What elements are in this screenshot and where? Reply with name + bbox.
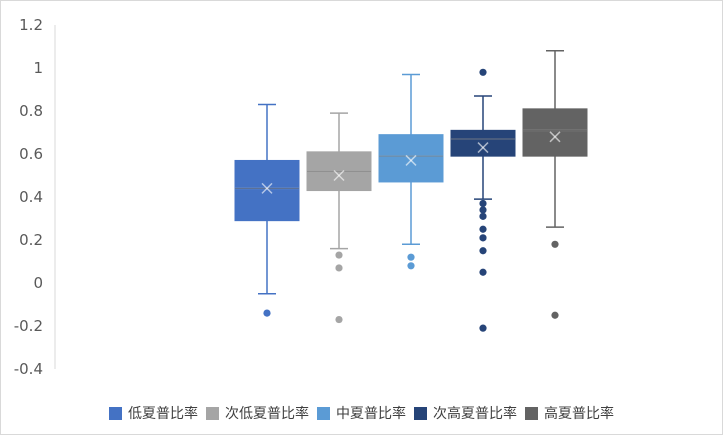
mean-marker	[477, 142, 489, 154]
y-tick-label: 0.6	[19, 145, 43, 163]
outlier-point	[479, 324, 487, 332]
outlier-point	[479, 206, 487, 214]
legend-label: 低夏普比率	[128, 406, 198, 422]
legend-swatch	[414, 406, 427, 420]
y-tick-label: -0.2	[14, 317, 43, 335]
legend: 低夏普比率 次低夏普比率 中夏普比率 次高夏普比率 高夏普比率	[1, 401, 722, 425]
box-3	[450, 129, 516, 157]
y-tick-label: 1.2	[19, 16, 43, 34]
mean-marker	[549, 131, 561, 143]
outlier-point	[479, 268, 487, 276]
legend-swatch	[109, 406, 122, 420]
legend-label: 次低夏普比率	[225, 406, 309, 422]
outlier-point	[479, 212, 487, 220]
box-2	[378, 134, 444, 183]
y-tick-label: -0.4	[14, 360, 43, 378]
box-0	[234, 159, 300, 222]
outlier-point	[263, 309, 271, 317]
legend-item: 中夏普比率	[317, 403, 406, 423]
legend-swatch	[206, 406, 219, 420]
legend-label: 次高夏普比率	[433, 406, 517, 422]
legend-item: 次高夏普比率	[414, 403, 517, 423]
mean-marker	[333, 169, 345, 182]
legend-item: 次低夏普比率	[206, 403, 309, 423]
legend-label: 高夏普比率	[544, 406, 614, 422]
outlier-point	[551, 311, 559, 319]
outlier-point	[479, 225, 487, 233]
outlier-point	[479, 234, 487, 242]
legend-item: 高夏普比率	[525, 403, 614, 423]
outlier-point	[479, 199, 487, 208]
outlier-point	[551, 240, 559, 248]
legend-label: 中夏普比率	[336, 406, 406, 422]
y-tick-label: 0.8	[19, 102, 43, 120]
outlier-point	[335, 264, 343, 272]
box-1	[306, 151, 372, 192]
outlier-point	[407, 253, 415, 261]
y-tick-label: 0	[33, 274, 43, 292]
box-4	[522, 108, 588, 157]
y-tick-label: 0.4	[19, 188, 43, 206]
outlier-point	[479, 68, 487, 76]
legend-swatch	[525, 406, 538, 420]
mean-marker	[261, 182, 273, 194]
outlier-point	[335, 251, 343, 259]
outlier-point	[335, 315, 343, 324]
y-tick-label: 0.2	[19, 231, 43, 249]
mean-marker	[405, 154, 417, 166]
y-tick-label: 1	[33, 59, 43, 77]
legend-item: 低夏普比率	[109, 403, 198, 423]
outlier-point	[479, 247, 487, 255]
legend-swatch	[317, 406, 330, 420]
outlier-point	[407, 262, 415, 270]
